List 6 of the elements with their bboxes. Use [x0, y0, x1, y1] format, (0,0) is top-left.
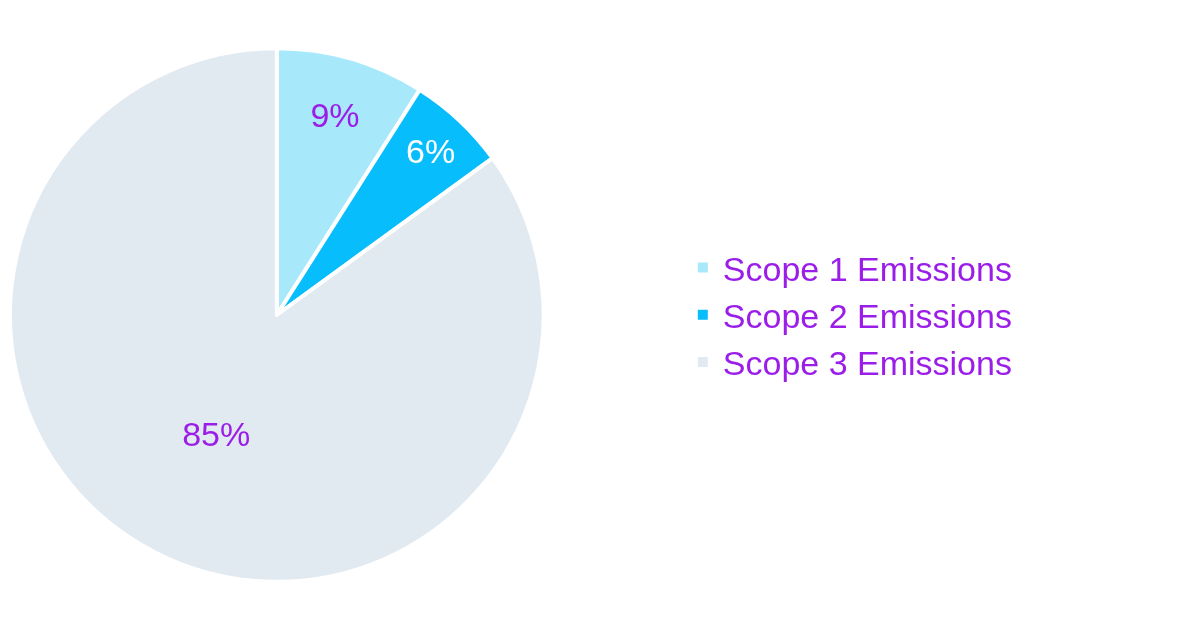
data-label: 6%	[406, 132, 456, 171]
data-label: 85%	[182, 414, 251, 453]
legend-label: Scope 2 Emissions	[722, 297, 1012, 336]
legend-label: Scope 1 Emissions	[722, 249, 1012, 288]
legend-label: Scope 3 Emissions	[722, 344, 1012, 383]
data-label: 9%	[310, 95, 360, 134]
